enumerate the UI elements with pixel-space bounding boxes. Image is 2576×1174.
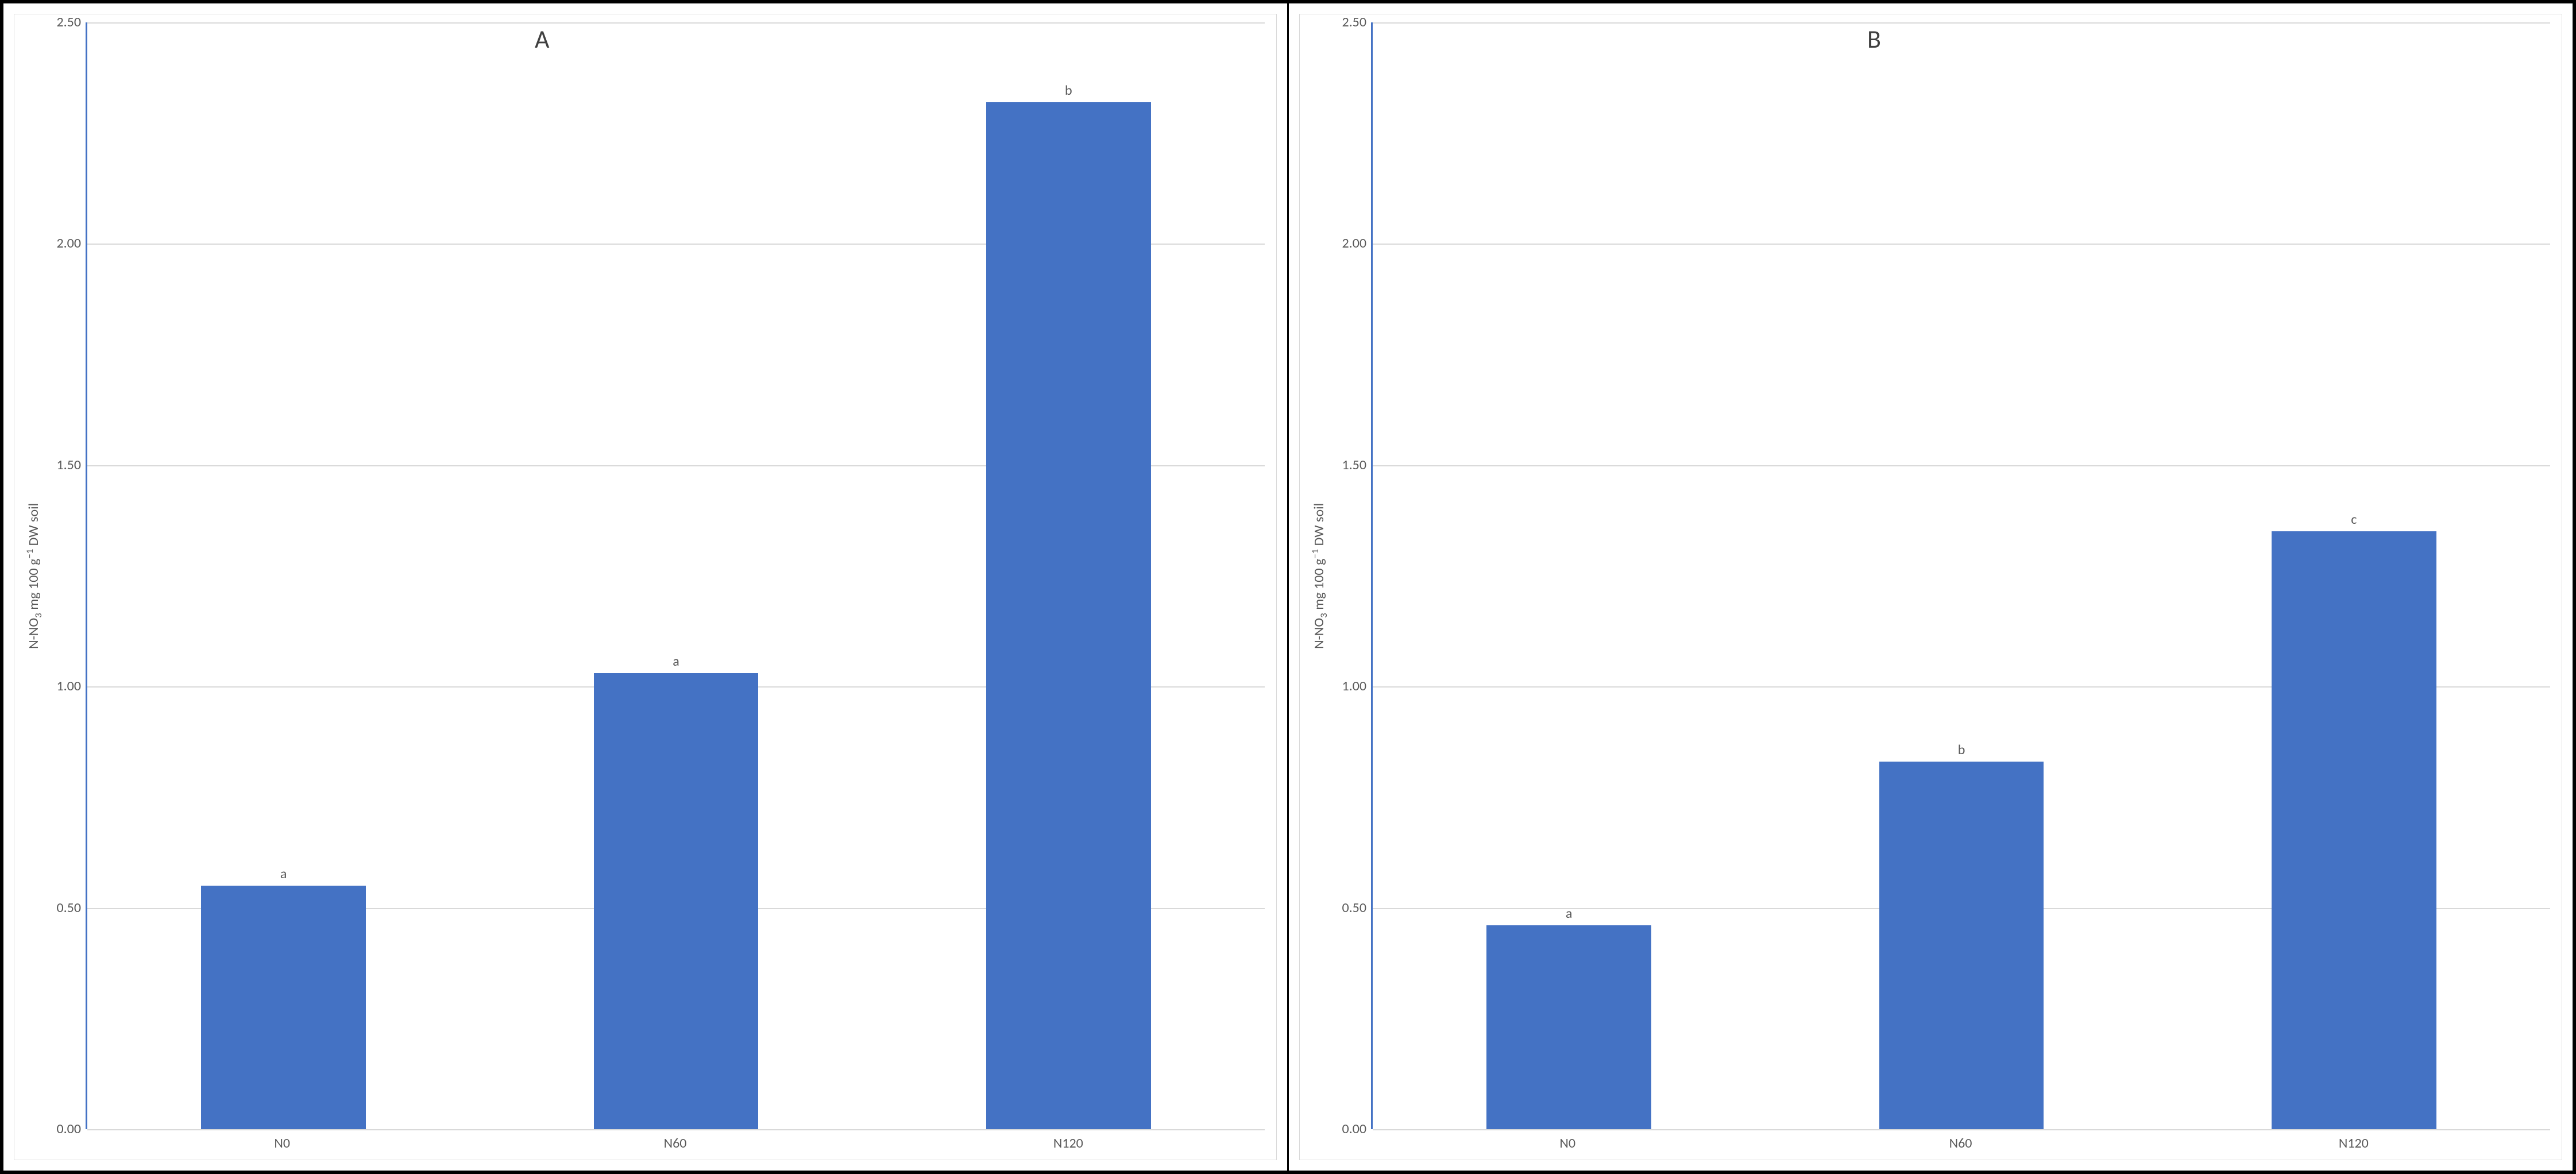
bar-annotation: b xyxy=(1065,82,1072,99)
bar-slot: c xyxy=(2158,22,2550,1129)
bar-slot: b xyxy=(1765,22,2157,1129)
bar xyxy=(1879,762,2044,1129)
bar xyxy=(594,673,759,1129)
bar-slot: a xyxy=(1373,22,1765,1129)
bar xyxy=(201,886,366,1129)
bar-annotation: c xyxy=(2351,511,2357,528)
bar-slot: b xyxy=(872,22,1265,1129)
bar-annotation: b xyxy=(1958,742,1965,758)
y-axis-label: N-NO3 mg 100 g−1 DW soil xyxy=(24,503,44,648)
x-tick: N60 xyxy=(1764,1135,2157,1152)
x-axis: N0 N60 N120 xyxy=(22,1135,1265,1152)
panel-a: N-NO3 mg 100 g−1 DW soil 2.50 2.00 1.50 … xyxy=(2,2,1289,1172)
y-axis-label: N-NO3 mg 100 g−1 DW soil xyxy=(1309,503,1330,648)
bar-slot: a xyxy=(480,22,872,1129)
ylabel-container: N-NO3 mg 100 g−1 DW soil xyxy=(22,22,45,1129)
x-axis: N0 N60 N120 xyxy=(1308,1135,2550,1152)
x-ticks: N0 N60 N120 xyxy=(1371,1135,2550,1152)
x-tick: N120 xyxy=(872,1135,1265,1152)
bars-layer: a a b xyxy=(87,22,1265,1129)
bars-layer: a b c xyxy=(1373,22,2550,1129)
ylabel-container: N-NO3 mg 100 g−1 DW soil xyxy=(1308,22,1331,1129)
bar-annotation: a xyxy=(280,866,287,882)
y-ticks: 2.50 2.00 1.50 1.00 0.50 0.00 xyxy=(45,22,86,1129)
gridline xyxy=(87,1129,1265,1130)
plot-area: N-NO3 mg 100 g−1 DW soil 2.50 2.00 1.50 … xyxy=(1299,14,2562,1160)
bar xyxy=(1486,925,1651,1129)
gridline xyxy=(1373,1129,2550,1130)
plot-area: N-NO3 mg 100 g−1 DW soil 2.50 2.00 1.50 … xyxy=(14,14,1277,1160)
bar-annotation: a xyxy=(1566,905,1573,922)
figure-container: N-NO3 mg 100 g−1 DW soil 2.50 2.00 1.50 … xyxy=(0,0,2576,1174)
bar-slot: a xyxy=(87,22,480,1129)
x-tick: N0 xyxy=(1371,1135,1764,1152)
bar-annotation: a xyxy=(673,653,679,670)
plot-row: N-NO3 mg 100 g−1 DW soil 2.50 2.00 1.50 … xyxy=(22,22,1265,1129)
chart-area: B abc xyxy=(1371,22,2550,1129)
y-ticks: 2.50 2.00 1.50 1.00 0.50 0.00 xyxy=(1331,22,1371,1129)
x-tick: N0 xyxy=(86,1135,478,1152)
bar xyxy=(986,102,1151,1129)
panel-b: N-NO3 mg 100 g−1 DW soil 2.50 2.00 1.50 … xyxy=(1289,2,2574,1172)
chart-area: A aab xyxy=(86,22,1265,1129)
x-ticks: N0 N60 N120 xyxy=(86,1135,1265,1152)
x-tick: N120 xyxy=(2157,1135,2550,1152)
plot-row: N-NO3 mg 100 g−1 DW soil 2.50 2.00 1.50 … xyxy=(1308,22,2550,1129)
x-tick: N60 xyxy=(478,1135,871,1152)
bar xyxy=(2272,531,2436,1129)
